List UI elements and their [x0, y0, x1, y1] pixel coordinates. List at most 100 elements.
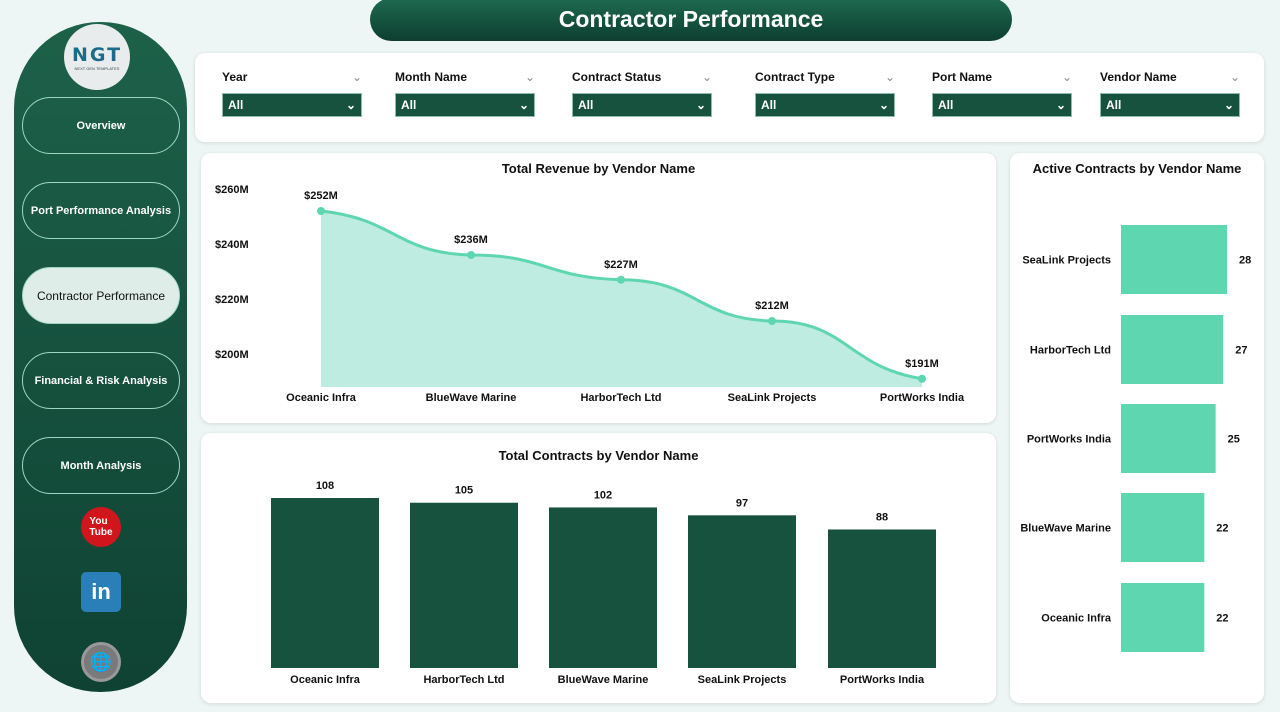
revenue-area-chart: $200M $220M $240M $260M $252M Oceanic Infra $2…: [215, 184, 965, 404]
filter-month-name: Month Name ⌄ All ⌄: [395, 70, 535, 117]
x-tick-label: SeaLink Projects: [698, 674, 787, 686]
x-tick-label: BlueWave Marine: [426, 392, 517, 404]
y-tick-label: SeaLink Projects: [1022, 255, 1111, 267]
y-tick-label: PortWorks India: [1027, 434, 1112, 446]
logo-tagline: NEXT GEN TEMPLATES: [74, 65, 120, 71]
chevron-down-icon: ⌄: [878, 98, 889, 112]
chevron-down-icon: ⌄: [345, 98, 356, 112]
filter-vendor-name: Vendor Name ⌄ All ⌄: [1100, 70, 1240, 117]
filter-value: All: [578, 98, 594, 112]
youtube-icon[interactable]: You Tube: [81, 507, 121, 547]
contracts-chart-card: Total Contracts by Vendor Name 108 Oceani…: [201, 433, 996, 703]
data-label: $227M: [604, 259, 638, 271]
chevron-down-icon: ⌄: [1055, 98, 1066, 112]
bar: [410, 502, 518, 668]
filter-label: Contract Type ⌄: [755, 70, 895, 84]
data-point: [467, 251, 475, 259]
data-label: 105: [455, 485, 473, 497]
y-tick-label: $240M: [215, 239, 249, 251]
filter-label-text: Month Name: [395, 70, 467, 84]
x-tick-label: HarborTech Ltd: [423, 674, 504, 686]
filter-label-text: Port Name: [932, 70, 993, 84]
active-contracts-card: Active Contracts by Vendor Name 28 SeaLin…: [1010, 153, 1264, 703]
filter-contract-type: Contract Type ⌄ All ⌄: [755, 70, 895, 117]
data-label: 102: [594, 489, 612, 501]
chart-title: Active Contracts by Vendor Name: [1032, 161, 1242, 176]
y-tick-label: HarborTech Ltd: [1030, 345, 1111, 357]
filter-label: Port Name ⌄: [932, 70, 1072, 84]
x-tick-label: Oceanic Infra: [290, 674, 361, 686]
chevron-down-icon[interactable]: ⌄: [524, 70, 535, 84]
filter-value: All: [938, 98, 954, 112]
logo-text: NGT: [71, 43, 123, 66]
filter-dropdown[interactable]: All ⌄: [395, 93, 535, 117]
y-tick-label: BlueWave Marine: [1020, 523, 1111, 535]
y-tick-label: $260M: [215, 184, 249, 196]
bar: [688, 515, 796, 668]
filter-label: Month Name ⌄: [395, 70, 535, 84]
data-point: [918, 374, 926, 383]
nav-port-performance[interactable]: Port Performance Analysis: [22, 182, 180, 239]
chevron-down-icon[interactable]: ⌄: [351, 70, 362, 84]
filter-dropdown[interactable]: All ⌄: [932, 93, 1072, 117]
data-label: 25: [1228, 434, 1240, 446]
page-title: Contractor Performance: [370, 0, 1012, 41]
x-tick-label: SeaLink Projects: [728, 392, 817, 404]
data-point: [768, 317, 776, 325]
filter-dropdown[interactable]: All ⌄: [222, 93, 362, 117]
chevron-down-icon[interactable]: ⌄: [701, 70, 712, 84]
chart-title: Total Revenue by Vendor Name: [501, 161, 696, 176]
filter-dropdown[interactable]: All ⌄: [1100, 93, 1240, 117]
revenue-chart-card: Total Revenue by Vendor Name $200M $220M $…: [201, 153, 996, 423]
filter-value: All: [761, 98, 777, 112]
data-label: 108: [316, 480, 334, 492]
filter-label: Vendor Name ⌄: [1100, 70, 1240, 84]
filter-value: All: [401, 98, 417, 112]
chevron-down-icon[interactable]: ⌄: [884, 70, 895, 84]
data-point: [317, 207, 325, 215]
bar: [1121, 583, 1205, 652]
x-tick-label: Oceanic Infra: [286, 392, 357, 404]
filter-year: Year ⌄ All ⌄: [222, 70, 362, 117]
filter-label: Year ⌄: [222, 70, 362, 84]
y-tick-label: $200M: [215, 349, 249, 361]
filter-panel: Year ⌄ All ⌄ Month Name ⌄ All ⌄ Contract Statu…: [195, 53, 1264, 142]
filter-label: Contract Status ⌄: [572, 70, 712, 84]
bar: [271, 498, 379, 668]
contracts-bar-chart: 108 Oceanic Infra 105 HarborTech Ltd 102 Blue…: [271, 480, 936, 686]
nav-financial-risk[interactable]: Financial & Risk Analysis: [22, 352, 180, 409]
bar: [1121, 315, 1224, 384]
active-contracts-bar-chart: 28 SeaLink Projects 27 HarborTech Ltd 25 Port…: [1020, 225, 1251, 652]
chart-title: Total Contracts by Vendor Name: [498, 448, 699, 463]
filter-dropdown[interactable]: All ⌄: [572, 93, 712, 117]
x-tick-label: HarborTech Ltd: [580, 392, 661, 404]
data-label: $212M: [755, 300, 789, 312]
chevron-down-icon: ⌄: [1223, 98, 1234, 112]
globe-icon[interactable]: 🌐: [81, 642, 121, 682]
nav-contractor-performance[interactable]: Contractor Performance: [22, 267, 180, 324]
chevron-down-icon: ⌄: [695, 98, 706, 112]
filter-contract-status: Contract Status ⌄ All ⌄: [572, 70, 712, 117]
data-label: 97: [736, 497, 748, 509]
bar: [1121, 225, 1227, 294]
nav-overview[interactable]: Overview: [22, 97, 180, 154]
data-label: 88: [876, 511, 888, 523]
chevron-down-icon[interactable]: ⌄: [1061, 70, 1072, 84]
filter-value: All: [228, 98, 244, 112]
data-label: 22: [1216, 523, 1228, 535]
y-tick-label: $220M: [215, 294, 249, 306]
nav-month-analysis[interactable]: Month Analysis: [22, 437, 180, 494]
filter-port-name: Port Name ⌄ All ⌄: [932, 70, 1072, 117]
linkedin-icon[interactable]: in: [81, 572, 121, 612]
y-tick-label: Oceanic Infra: [1041, 613, 1112, 625]
filter-label-text: Contract Status: [572, 70, 662, 84]
bar: [1121, 493, 1205, 562]
data-label: 28: [1239, 255, 1251, 267]
filter-label-text: Vendor Name: [1100, 70, 1177, 84]
bar: [549, 507, 657, 668]
filter-label-text: Year: [222, 70, 248, 84]
data-label: $191M: [905, 358, 939, 370]
filter-dropdown[interactable]: All ⌄: [755, 93, 895, 117]
data-label: $236M: [454, 234, 488, 246]
chevron-down-icon[interactable]: ⌄: [1229, 70, 1240, 84]
